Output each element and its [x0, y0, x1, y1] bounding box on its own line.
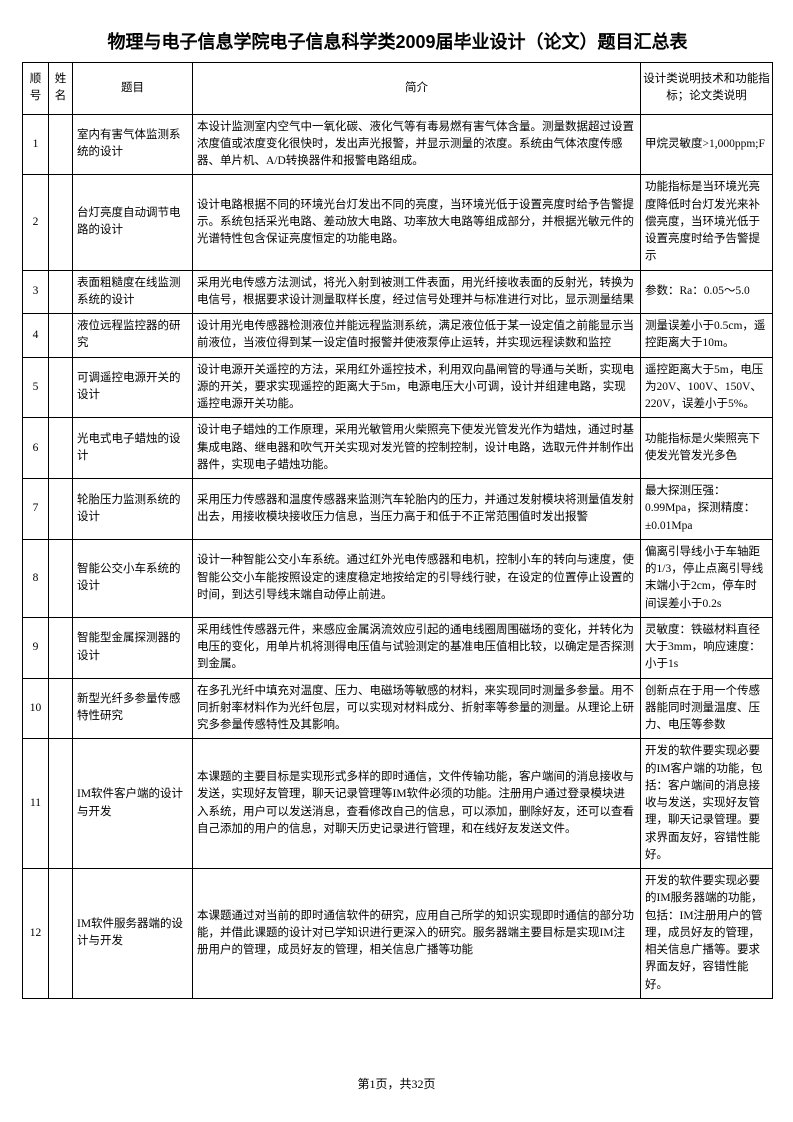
cell-name	[49, 739, 73, 869]
col-idx: 顺号	[23, 63, 49, 115]
cell-spec: 参数：Ra：0.05～5.0	[641, 270, 773, 314]
cell-topic: 智能型金属探测器的设计	[73, 617, 193, 678]
cell-idx: 1	[23, 114, 49, 175]
page-container: 物理与电子信息学院电子信息科学类2009届毕业设计（论文）题目汇总表 顺号 姓名…	[0, 0, 793, 999]
table-row: 8 智能公交小车系统的设计设计一种智能公交小车系统。通过红外光电传感器和电机，控制…	[23, 539, 773, 617]
col-name: 姓名	[49, 63, 73, 115]
cell-spec: 最大探测压强：0.99Mpa，探测精度：±0.01Mpa	[641, 479, 773, 540]
data-table: 顺号 姓名 题目 简介 设计类说明技术和功能指标；论文类说明 1 室内有害气体监测…	[22, 62, 773, 999]
cell-topic: 新型光纤多参量传感特性研究	[73, 678, 193, 739]
col-spec: 设计类说明技术和功能指标；论文类说明	[641, 63, 773, 115]
cell-spec: 测量误差小于0.5cm，遥控距离大于10m。	[641, 314, 773, 358]
cell-topic: IM软件客户端的设计与开发	[73, 739, 193, 869]
cell-spec: 偏离引导线小于车轴距的1/3，停止点离引导线末端小于2cm，停车时间误差小于0.…	[641, 539, 773, 617]
cell-name	[49, 270, 73, 314]
cell-intro: 本课题的主要目标是实现形式多样的即时通信，文件传输功能，客户端间的消息接收与发送…	[193, 739, 641, 869]
cell-topic: 室内有害气体监测系统的设计	[73, 114, 193, 175]
cell-idx: 7	[23, 479, 49, 540]
cell-idx: 10	[23, 678, 49, 739]
cell-idx: 11	[23, 739, 49, 869]
cell-topic: 液位远程监控器的研究	[73, 314, 193, 358]
table-row: 3 表面粗糙度在线监测系统的设计采用光电传感方法测试，将光入射到被测工件表面，用光…	[23, 270, 773, 314]
table-row: 7 轮胎压力监测系统的设计采用压力传感器和温度传感器来监测汽车轮胎内的压力，并通过…	[23, 479, 773, 540]
cell-idx: 2	[23, 175, 49, 270]
cell-topic: 可调遥控电源开关的设计	[73, 357, 193, 418]
table-row: 5 可调遥控电源开关的设计设计电源开关遥控的方法，采用红外遥控技术，利用双向晶闸管…	[23, 357, 773, 418]
table-row: 11IM软件客户端的设计与开发本课题的主要目标是实现形式多样的即时通信，文件传输…	[23, 739, 773, 869]
cell-intro: 设计电子蜡烛的工作原理，采用光敏管用火柴照亮下使发光管发光作为蜡烛，通过时基集成…	[193, 418, 641, 479]
page-footer: 第1页，共32页	[0, 1075, 793, 1092]
cell-intro: 设计电路根据不同的环境光台灯发出不同的亮度，当环境光低于设置亮度时给予告警提示。…	[193, 175, 641, 270]
cell-topic: 表面粗糙度在线监测系统的设计	[73, 270, 193, 314]
cell-intro: 本课题通过对当前的即时通信软件的研究，应用自己所学的知识实现即时通信的部分功能，…	[193, 869, 641, 999]
cell-spec: 遥控距离大于5m，电压为20V、100V、150V、220V，误差小于5%。	[641, 357, 773, 418]
cell-intro: 采用光电传感方法测试，将光入射到被测工件表面，用光纤接收表面的反射光，转换为电信…	[193, 270, 641, 314]
cell-intro: 设计用光电传感器检测液位并能远程监测系统，满足液位低于某一设定值之前能显示当前液…	[193, 314, 641, 358]
cell-spec: 开发的软件要实现必要的IM客户端的功能，包括：客户端间的消息接收与发送，实现好友…	[641, 739, 773, 869]
cell-name	[49, 617, 73, 678]
cell-spec: 功能指标是当环境光亮度降低时台灯发光来补偿亮度，当环境光低于设置亮度时给予告警提…	[641, 175, 773, 270]
cell-topic: 轮胎压力监测系统的设计	[73, 479, 193, 540]
cell-spec: 开发的软件要实现必要的IM服务器端的功能，包括：IM注册用户的管理，成员好友的管…	[641, 869, 773, 999]
col-intro: 简介	[193, 63, 641, 115]
page-title: 物理与电子信息学院电子信息科学类2009届毕业设计（论文）题目汇总表	[22, 28, 773, 54]
table-row: 1 室内有害气体监测系统的设计本设计监测室内空气中一氧化碳、液化气等有毒易燃有害气…	[23, 114, 773, 175]
cell-spec: 功能指标是火柴照亮下使发光管发光多色	[641, 418, 773, 479]
cell-topic: 智能公交小车系统的设计	[73, 539, 193, 617]
cell-idx: 6	[23, 418, 49, 479]
cell-name	[49, 175, 73, 270]
cell-idx: 8	[23, 539, 49, 617]
cell-intro: 本设计监测室内空气中一氧化碳、液化气等有毒易燃有害气体含量。测量数据超过设置浓度…	[193, 114, 641, 175]
cell-topic: 台灯亮度自动调节电路的设计	[73, 175, 193, 270]
cell-name	[49, 418, 73, 479]
cell-name	[49, 114, 73, 175]
table-row: 12IM软件服务器端的设计与开发本课题通过对当前的即时通信软件的研究，应用自己所…	[23, 869, 773, 999]
cell-spec: 灵敏度：铁磁材料直径大于3mm，响应速度：小于1s	[641, 617, 773, 678]
cell-intro: 设计一种智能公交小车系统。通过红外光电传感器和电机，控制小车的转向与速度，使智能…	[193, 539, 641, 617]
cell-idx: 12	[23, 869, 49, 999]
cell-name	[49, 314, 73, 358]
cell-intro: 采用压力传感器和温度传感器来监测汽车轮胎内的压力，并通过发射模块将测量值发射出去…	[193, 479, 641, 540]
table-row: 4 液位远程监控器的研究设计用光电传感器检测液位并能远程监测系统，满足液位低于某一…	[23, 314, 773, 358]
cell-idx: 4	[23, 314, 49, 358]
cell-name	[49, 479, 73, 540]
table-row: 9 智能型金属探测器的设计采用线性传感器元件，来感应金属涡流效应引起的通电线圈周围…	[23, 617, 773, 678]
cell-intro: 设计电源开关遥控的方法，采用红外遥控技术，利用双向晶闸管的导通与关断，实现电源的…	[193, 357, 641, 418]
cell-spec: 创新点在于用一个传感器能同时测量温度、压力、电压等参数	[641, 678, 773, 739]
cell-intro: 在多孔光纤中填充对温度、压力、电磁场等敏感的材料，来实现同时测量多参量。用不同折…	[193, 678, 641, 739]
col-topic: 题目	[73, 63, 193, 115]
cell-name	[49, 539, 73, 617]
cell-idx: 5	[23, 357, 49, 418]
cell-idx: 9	[23, 617, 49, 678]
table-row: 10 新型光纤多参量传感特性研究在多孔光纤中填充对温度、压力、电磁场等敏感的材料，…	[23, 678, 773, 739]
cell-name	[49, 869, 73, 999]
cell-topic: IM软件服务器端的设计与开发	[73, 869, 193, 999]
table-row: 6 光电式电子蜡烛的设计设计电子蜡烛的工作原理，采用光敏管用火柴照亮下使发光管发光…	[23, 418, 773, 479]
cell-spec: 甲烷灵敏度>1,000ppm;F	[641, 114, 773, 175]
cell-topic: 光电式电子蜡烛的设计	[73, 418, 193, 479]
table-row: 2 台灯亮度自动调节电路的设计设计电路根据不同的环境光台灯发出不同的亮度，当环境光…	[23, 175, 773, 270]
cell-idx: 3	[23, 270, 49, 314]
table-header-row: 顺号 姓名 题目 简介 设计类说明技术和功能指标；论文类说明	[23, 63, 773, 115]
cell-name	[49, 357, 73, 418]
cell-intro: 采用线性传感器元件，来感应金属涡流效应引起的通电线圈周围磁场的变化，并转化为电压…	[193, 617, 641, 678]
cell-name	[49, 678, 73, 739]
